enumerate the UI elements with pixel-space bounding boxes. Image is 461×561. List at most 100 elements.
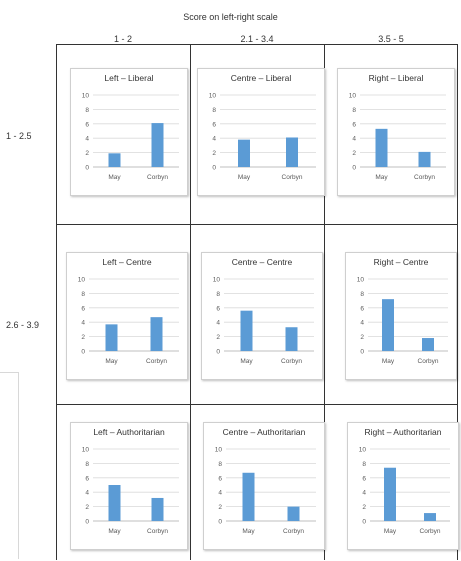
x-tick-label: May [240,358,253,365]
x-tick-label: May [382,358,395,365]
y-tick-label: 4 [216,320,220,327]
bar-corbyn [422,338,434,351]
bar-corbyn [424,513,436,521]
x-tick-label: Corbyn [281,358,302,365]
x-tick-label: May [108,174,121,181]
y-tick-label: 2 [85,150,89,157]
chart-panel-7: Left – Authoritarian 0 2 4 6 8 10 May Corbyn [70,422,188,550]
y-tick-label: 10 [82,447,90,454]
grid-line-row-2 [56,404,458,405]
panel-plot: 0 2 4 6 8 10 May Corbyn [215,447,316,535]
y-tick-label: 6 [85,475,89,482]
panel-plot: 0 2 4 6 8 10 May Corbyn [82,447,179,535]
panel-title: Centre – Liberal [230,73,292,83]
side-frame [0,372,19,559]
bar-may [238,139,250,167]
x-tick-label: Corbyn [283,528,304,535]
bar-may [240,310,253,351]
y-tick-label: 6 [352,121,356,128]
y-tick-label: 8 [85,461,89,468]
chart-panel-1: Left – Liberal 0 2 4 6 8 10 May Corbyn [70,68,188,196]
bar-corbyn [418,151,431,167]
grid-line-col-2 [324,44,325,560]
y-tick-label: 8 [360,291,364,298]
y-tick-label: 10 [78,277,86,284]
chart-panel-8: Centre – Authoritarian 0 2 4 6 8 10 May Corbyn [203,422,325,550]
x-tick-label: May [238,174,251,181]
y-tick-label: 4 [362,490,366,497]
y-tick-label: 0 [216,349,220,356]
x-tick-label: May [242,528,255,535]
y-tick-label: 4 [352,136,356,143]
grid-line-left [56,44,57,560]
bar-may [375,128,388,167]
x-tick-label: Corbyn [418,358,439,365]
bar-may [108,153,121,167]
bar-may [384,467,396,521]
y-tick-label: 10 [359,447,367,454]
y-tick-label: 10 [209,93,217,100]
x-tick-label: Corbyn [420,528,441,535]
grid-line-right [457,44,458,560]
y-tick-label: 2 [212,150,216,157]
bar-corbyn [285,327,298,351]
x-tick-label: Corbyn [282,174,303,181]
x-tick-label: Corbyn [414,174,435,181]
y-tick-label: 2 [81,334,85,341]
y-tick-label: 2 [216,334,220,341]
figure-title: Score on left-right scale [183,12,278,22]
y-tick-label: 8 [352,107,356,114]
y-tick-label: 10 [349,93,357,100]
x-tick-label: May [105,358,118,365]
y-tick-label: 6 [81,305,85,312]
y-tick-label: 0 [218,519,222,526]
panel-title: Left – Liberal [104,73,154,83]
y-tick-label: 6 [212,121,216,128]
bar-may [105,324,118,351]
panel-title: Centre – Authoritarian [222,427,306,437]
y-tick-label: 0 [360,349,364,356]
panel-plot: 0 2 4 6 8 10 May Corbyn [359,447,450,535]
panel-title: Centre – Centre [231,257,293,267]
bar-corbyn [151,123,164,167]
column-label-2: 2.1 - 3.4 [240,34,274,44]
column-label-1: 1 - 2 [113,34,132,44]
y-tick-label: 4 [81,320,85,327]
y-tick-label: 8 [81,291,85,298]
chart-panel-9: Right – Authoritarian 0 2 4 6 8 10 May Corbyn [347,422,459,550]
y-tick-label: 2 [218,504,222,511]
x-tick-label: May [108,528,121,535]
bar-may [382,299,394,351]
y-tick-label: 8 [216,291,220,298]
panel-plot: 0 2 4 6 8 10 May Corbyn [78,277,179,365]
grid-line-top [56,44,458,45]
chart-panel-4: Left – Centre 0 2 4 6 8 10 May Corbyn [66,252,188,380]
x-tick-label: Corbyn [146,358,167,365]
y-tick-label: 6 [218,475,222,482]
row-label-2: 2.6 - 3.9 [6,320,40,330]
panel-plot: 0 2 4 6 8 10 May Corbyn [349,93,446,181]
y-tick-label: 6 [362,475,366,482]
y-tick-label: 10 [215,447,223,454]
chart-panel-6: Right – Centre 0 2 4 6 8 10 May Corbyn [345,252,457,380]
bar-corbyn [286,137,298,167]
y-tick-label: 10 [357,277,365,284]
bar-corbyn [150,317,163,351]
bar-corbyn [287,506,300,521]
y-tick-label: 8 [85,107,89,114]
column-label-3: 3.5 - 5 [378,34,404,44]
grid-line-row-1 [56,224,458,225]
y-tick-label: 0 [362,519,366,526]
panel-title: Right – Authoritarian [364,427,442,437]
y-tick-label: 0 [352,165,356,172]
y-tick-label: 4 [360,320,364,327]
y-tick-label: 10 [213,277,221,284]
grid-line-col-1 [190,44,191,560]
bar-may [108,485,121,521]
x-tick-label: Corbyn [147,528,168,535]
y-tick-label: 2 [362,504,366,511]
y-tick-label: 4 [218,490,222,497]
y-tick-label: 10 [82,93,90,100]
y-tick-label: 0 [81,349,85,356]
y-tick-label: 6 [216,305,220,312]
